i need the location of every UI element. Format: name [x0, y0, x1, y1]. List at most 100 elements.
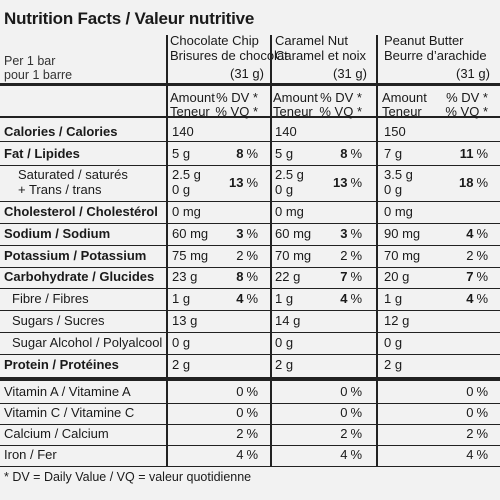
percent-dv: 13% — [229, 175, 258, 190]
row-label-fat: Fat / Lipides — [4, 146, 80, 161]
amount-value: 90 mg — [384, 226, 421, 241]
serving-fr: pour 1 barre — [4, 68, 73, 82]
dv-header: % DV * — [446, 90, 488, 105]
dv-header: % DV * — [216, 90, 258, 105]
amount-value: 22 g — [275, 269, 301, 284]
amount-value: 140 — [172, 124, 194, 139]
amount-value: 0 g — [275, 335, 294, 350]
percent-value: 2 — [236, 426, 244, 441]
percent-dv: 0% — [236, 384, 258, 399]
row-divider — [0, 466, 500, 467]
row-divider — [0, 288, 500, 289]
amount-value: 0 g — [172, 335, 191, 350]
row-divider — [0, 141, 500, 142]
row-divider — [0, 223, 500, 224]
row-label-iron: Iron / Fer — [4, 447, 57, 462]
percent-dv: 0% — [466, 384, 488, 399]
column-divider — [166, 35, 168, 467]
row-label-chol: Cholesterol / Cholestérol — [4, 204, 158, 219]
percent-dv: 0% — [340, 384, 362, 399]
percent-dv: 2% — [466, 426, 488, 441]
row-label-sugars: Sugars / Sucres — [12, 313, 105, 328]
amount-value: 14 g — [275, 313, 301, 328]
percent-sign: % — [476, 226, 488, 241]
row-label: Saturated / saturés — [18, 167, 128, 182]
percent-value: 0 — [466, 384, 474, 399]
amount-value: 2 g — [384, 357, 403, 372]
serving-en: Per 1 bar — [4, 54, 56, 68]
column-divider — [270, 35, 272, 467]
percent-value: 4 — [236, 291, 244, 306]
percent-sign: % — [350, 175, 362, 190]
percent-value: 4 — [466, 226, 474, 241]
percent-sign: % — [476, 426, 488, 441]
percent-sign: % — [476, 405, 488, 420]
row-divider — [0, 354, 500, 355]
amount-value: 0 mg — [384, 204, 413, 219]
percent-value: 2 — [466, 426, 474, 441]
percent-dv: 4% — [236, 291, 258, 306]
percent-dv: 11% — [460, 146, 488, 161]
percent-value: 4 — [340, 291, 348, 306]
percent-dv: 2% — [340, 426, 362, 441]
amount-value: 12 g — [384, 313, 410, 328]
percent-value: 3 — [340, 226, 348, 241]
percent-value: 8 — [340, 146, 348, 161]
percent-dv: 4% — [466, 447, 488, 462]
percent-sign: % — [476, 447, 488, 462]
percent-sign: % — [476, 384, 488, 399]
row-divider — [0, 310, 500, 311]
row-label-fibre: Fibre / Fibres — [12, 291, 89, 306]
amount-value: 20 g — [384, 269, 410, 284]
percent-sign: % — [350, 405, 362, 420]
row-divider — [0, 267, 500, 268]
percent-value: 2 — [466, 248, 474, 263]
product-2-size: (31 g) — [333, 66, 367, 81]
row-label-potassium: Potassium / Potassium — [4, 248, 147, 263]
trans-value: 0 g — [172, 182, 191, 197]
percent-value: 0 — [236, 384, 244, 399]
dv-header: % DV * — [320, 90, 362, 105]
amount-value: 23 g — [172, 269, 198, 284]
amount-value: 75 mg — [172, 248, 209, 263]
teneur-header: Teneur — [273, 104, 313, 119]
percent-dv: 8% — [340, 146, 362, 161]
amount-value: 1 g — [275, 291, 294, 306]
percent-sign: % — [350, 291, 362, 306]
percent-value: 2 — [340, 248, 348, 263]
percent-value: 13 — [228, 175, 244, 190]
amount-value: 0 mg — [172, 204, 201, 219]
percent-sign: % — [246, 175, 258, 190]
percent-value: 4 — [340, 447, 348, 462]
percent-sign: % — [476, 248, 488, 263]
percent-dv: 7% — [466, 269, 488, 284]
percent-value: 0 — [340, 384, 348, 399]
percent-sign: % — [246, 426, 258, 441]
percent-dv: 2% — [236, 426, 258, 441]
percent-value: 3 — [236, 226, 244, 241]
percent-dv: 3% — [236, 226, 258, 241]
percent-dv: 2% — [236, 248, 258, 263]
percent-sign: % — [350, 384, 362, 399]
percent-value: 8 — [236, 269, 244, 284]
percent-sign: % — [350, 226, 362, 241]
amount-value: 2.5 g — [275, 167, 304, 182]
amount-value: 2 g — [275, 357, 294, 372]
percent-sign: % — [476, 175, 488, 190]
amount-value: 5 g — [172, 146, 191, 161]
percent-sign: % — [350, 146, 362, 161]
amount-value: 0 mg — [275, 204, 304, 219]
percent-sign: % — [246, 226, 258, 241]
percent-value: 7 — [340, 269, 348, 284]
percent-sign: % — [246, 384, 258, 399]
row-label-vitc: Vitamin C / Vitamine C — [4, 405, 135, 420]
percent-value: 2 — [236, 248, 244, 263]
amount-value: 70 mg — [275, 248, 312, 263]
percent-dv: 4% — [466, 291, 488, 306]
amount-value: 2 g — [172, 357, 191, 372]
row-label-carb: Carbohydrate / Glucides — [4, 269, 155, 284]
percent-sign: % — [246, 405, 258, 420]
percent-sign: % — [246, 146, 258, 161]
percent-sign: % — [246, 248, 258, 263]
